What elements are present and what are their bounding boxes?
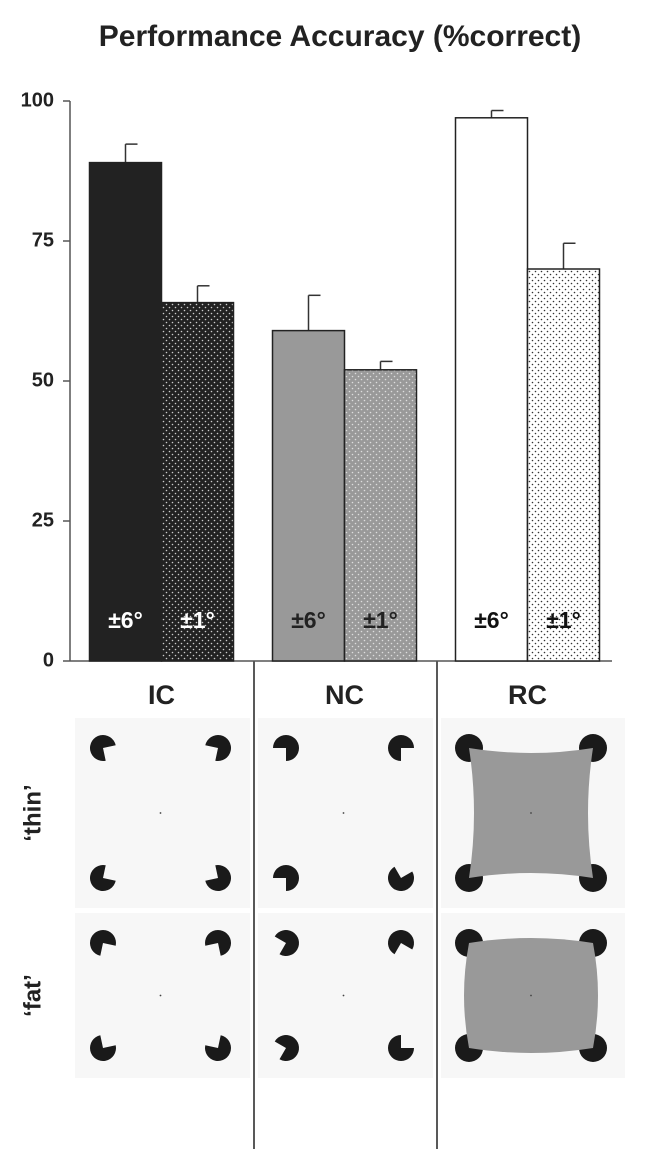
bar-series-label: ±1° (363, 607, 398, 633)
inducer (388, 735, 414, 761)
y-tick-label: 0 (43, 649, 54, 671)
bar (88, 161, 163, 662)
category-label: IC (148, 680, 175, 710)
stimulus-panels (75, 718, 625, 1078)
inducer (388, 930, 415, 955)
y-tick-label: 100 (21, 89, 54, 111)
bar (160, 301, 235, 662)
inducer (90, 865, 116, 892)
inducer (90, 735, 116, 762)
inducer (205, 735, 231, 761)
bar-series-label: ±6° (474, 607, 509, 633)
row-label: ‘fat’ (19, 974, 46, 1017)
bar-series-label: ±1° (180, 607, 215, 633)
bar (526, 268, 601, 662)
inducer (90, 1035, 117, 1061)
fixation-dot (159, 994, 162, 997)
bar (343, 369, 418, 662)
bar (454, 117, 529, 662)
inducer (388, 1035, 414, 1061)
category-label: RC (508, 680, 547, 710)
fixation-dot (530, 994, 532, 997)
y-tick-label: 50 (32, 369, 54, 391)
chart-title: Performance Accuracy (%correct) (99, 20, 581, 53)
y-tick-label: 75 (32, 229, 54, 251)
bar-series-label: ±6° (291, 607, 326, 633)
inducer (273, 735, 299, 761)
fixation-dot (159, 812, 162, 814)
fixation-dot (342, 812, 345, 814)
inducer (274, 1035, 300, 1061)
inducer (205, 865, 232, 892)
fixation-dot (342, 994, 345, 997)
bar-series-label: ±1° (546, 607, 581, 633)
bar (271, 329, 346, 662)
fixation-dot (530, 812, 532, 814)
bar-series-label: ±6° (108, 607, 143, 633)
inducer (204, 1035, 231, 1062)
y-tick-label: 25 (32, 509, 54, 531)
row-label: ‘thin’ (19, 784, 46, 841)
inducer (388, 866, 414, 892)
inducer (205, 930, 232, 956)
inducer (89, 930, 116, 956)
inducer (273, 865, 299, 891)
inducer (274, 930, 300, 957)
category-label: NC (325, 680, 364, 710)
